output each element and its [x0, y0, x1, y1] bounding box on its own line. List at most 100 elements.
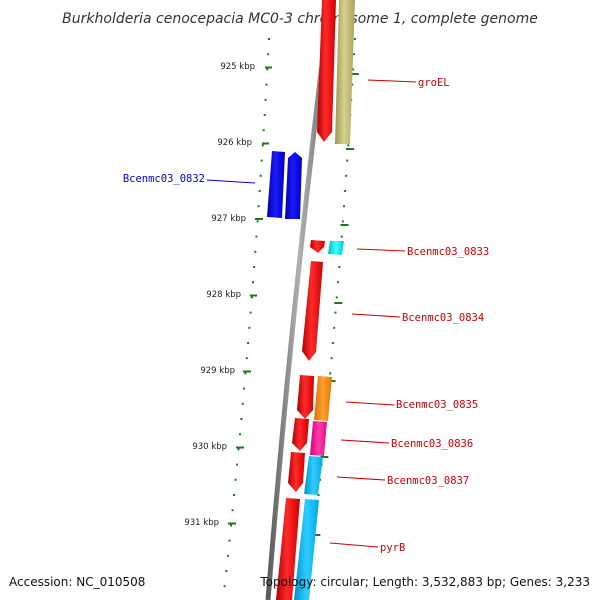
minor-tick: [340, 235, 343, 238]
kbp-major-tick: [262, 142, 269, 145]
minor-tick: [245, 357, 248, 360]
minor-tick: [264, 98, 267, 101]
accession-text: Accession: NC_010508: [9, 575, 146, 589]
minor-tick: [268, 38, 270, 40]
minor-tick: [337, 281, 339, 284]
leader-line-Bcenmc03_0837: [336, 476, 386, 481]
minor-tick: [335, 296, 338, 299]
minor-tick: [248, 326, 251, 329]
minor-tick: [240, 418, 243, 420]
topology-text: Topology: circular; Length: 3,532,883 bp…: [260, 575, 590, 589]
kbp-label: 926 kbp: [217, 138, 252, 148]
gene-label-groEL[interactable]: groEL: [418, 77, 450, 89]
minor-tick: [344, 190, 347, 192]
gene-arrow-Bcenmc03_0832-b[interactable]: [285, 152, 302, 219]
gene-label-pyrB[interactable]: pyrB: [380, 542, 405, 554]
leader-line-Bcenmc03_0834: [351, 313, 401, 318]
kbp-major-tick: [255, 218, 263, 220]
minor-tick: [329, 372, 332, 375]
gene-label-Bcenmc03_0833[interactable]: Bcenmc03_0833: [407, 246, 489, 258]
outer-tick-track: [223, 38, 270, 588]
gene-label-Bcenmc03_0834[interactable]: Bcenmc03_0834: [402, 312, 484, 324]
gene-arrow-red-0836[interactable]: [292, 418, 309, 451]
inner-major-tick: [312, 534, 321, 536]
genome-title: Burkholderia cenocepacia MC0-3 chromosom…: [62, 11, 538, 27]
minor-tick: [233, 494, 236, 496]
gene-arrow-Bcenmc03_0832-a[interactable]: [267, 151, 285, 218]
kbp-label: 927 kbp: [211, 214, 246, 224]
minor-tick: [257, 205, 260, 208]
kbp-major-tick: [250, 294, 257, 297]
minor-tick: [343, 205, 345, 208]
minor-tick: [225, 570, 228, 572]
gene-arrow-Bcenmc03_0835[interactable]: [314, 376, 332, 421]
leader-line-Bcenmc03_0835: [345, 401, 395, 406]
kbp-major-tick: [228, 522, 236, 525]
kbp-major-tick: [265, 66, 272, 69]
minor-tick: [237, 448, 240, 451]
leader-line-pyrB: [329, 542, 379, 548]
gene-arrow-red-0835[interactable]: [297, 375, 314, 419]
gene-arrow-upstream[interactable]: [317, 0, 336, 142]
minor-tick: [338, 266, 341, 268]
inner-major-tick: [340, 224, 349, 226]
kbp-scale: [228, 66, 272, 525]
minor-tick: [236, 463, 239, 466]
minor-tick: [333, 326, 336, 329]
leader-line-Bcenmc03_0836: [340, 439, 390, 444]
inner-major-tick: [334, 302, 343, 304]
gene-arrow-Bcenmc03_0837[interactable]: [304, 456, 323, 495]
minor-tick: [230, 524, 232, 527]
minor-tick: [317, 494, 320, 496]
gene-arrow-groEL[interactable]: [335, 0, 355, 144]
minor-tick: [353, 38, 356, 40]
minor-tick: [346, 159, 349, 162]
inner-major-tick: [320, 456, 329, 458]
minor-tick: [352, 68, 355, 71]
gene-arrow-Bcenmc03_0834[interactable]: [302, 261, 323, 361]
minor-tick: [255, 235, 258, 238]
kbp-label: 928 kbp: [206, 290, 241, 300]
minor-tick: [234, 478, 237, 481]
gene-label-Bcenmc03_0835[interactable]: Bcenmc03_0835: [396, 399, 478, 411]
minor-tick: [254, 250, 257, 253]
leader-line-Bcenmc03_0832: [206, 179, 256, 184]
kbp-label: 931 kbp: [184, 518, 219, 528]
gene-arrow-red-lower[interactable]: [276, 498, 300, 600]
gene-arrow-red-0837[interactable]: [288, 452, 305, 492]
minor-tick: [249, 311, 252, 314]
minor-tick: [253, 266, 256, 268]
minor-tick: [250, 296, 253, 299]
gene-features[interactable]: [267, 0, 355, 600]
kbp-major-tick: [243, 370, 251, 373]
kbp-labels: 925 kbp 926 kbp 927 kbp 928 kbp 929 kbp …: [184, 62, 255, 528]
gene-label-Bcenmc03_0837[interactable]: Bcenmc03_0837: [387, 475, 469, 487]
leader-line-groEL: [367, 79, 417, 83]
inner-major-tick: [346, 148, 354, 150]
minor-tick: [260, 159, 263, 162]
gene-arrow-red-small[interactable]: [310, 240, 325, 253]
minor-tick: [226, 554, 229, 557]
gene-arrow-pyrB[interactable]: [294, 499, 319, 600]
gene-arrow-Bcenmc03_0833[interactable]: [328, 241, 344, 255]
minor-tick: [258, 190, 261, 192]
minor-tick: [247, 342, 250, 344]
minor-tick: [223, 585, 226, 588]
minor-tick: [331, 342, 334, 344]
minor-tick: [256, 220, 259, 223]
gene-arrow-Bcenmc03_0836[interactable]: [310, 421, 327, 456]
minor-tick: [266, 68, 269, 71]
gene-labels: groEL Bcenmc03_0832 Bcenmc03_0833 Bcenmc…: [123, 77, 489, 554]
minor-tick: [252, 281, 254, 284]
gene-label-Bcenmc03_0832[interactable]: Bcenmc03_0832: [123, 173, 205, 185]
minor-tick: [228, 539, 231, 542]
minor-tick: [265, 83, 268, 86]
gene-label-Bcenmc03_0836[interactable]: Bcenmc03_0836: [391, 438, 473, 450]
minor-tick: [351, 83, 354, 86]
kbp-label: 929 kbp: [200, 366, 235, 376]
minor-tick: [334, 311, 337, 314]
minor-tick: [231, 509, 234, 512]
kbp-major-tick: [236, 446, 244, 449]
leader-line-Bcenmc03_0833: [356, 248, 406, 252]
